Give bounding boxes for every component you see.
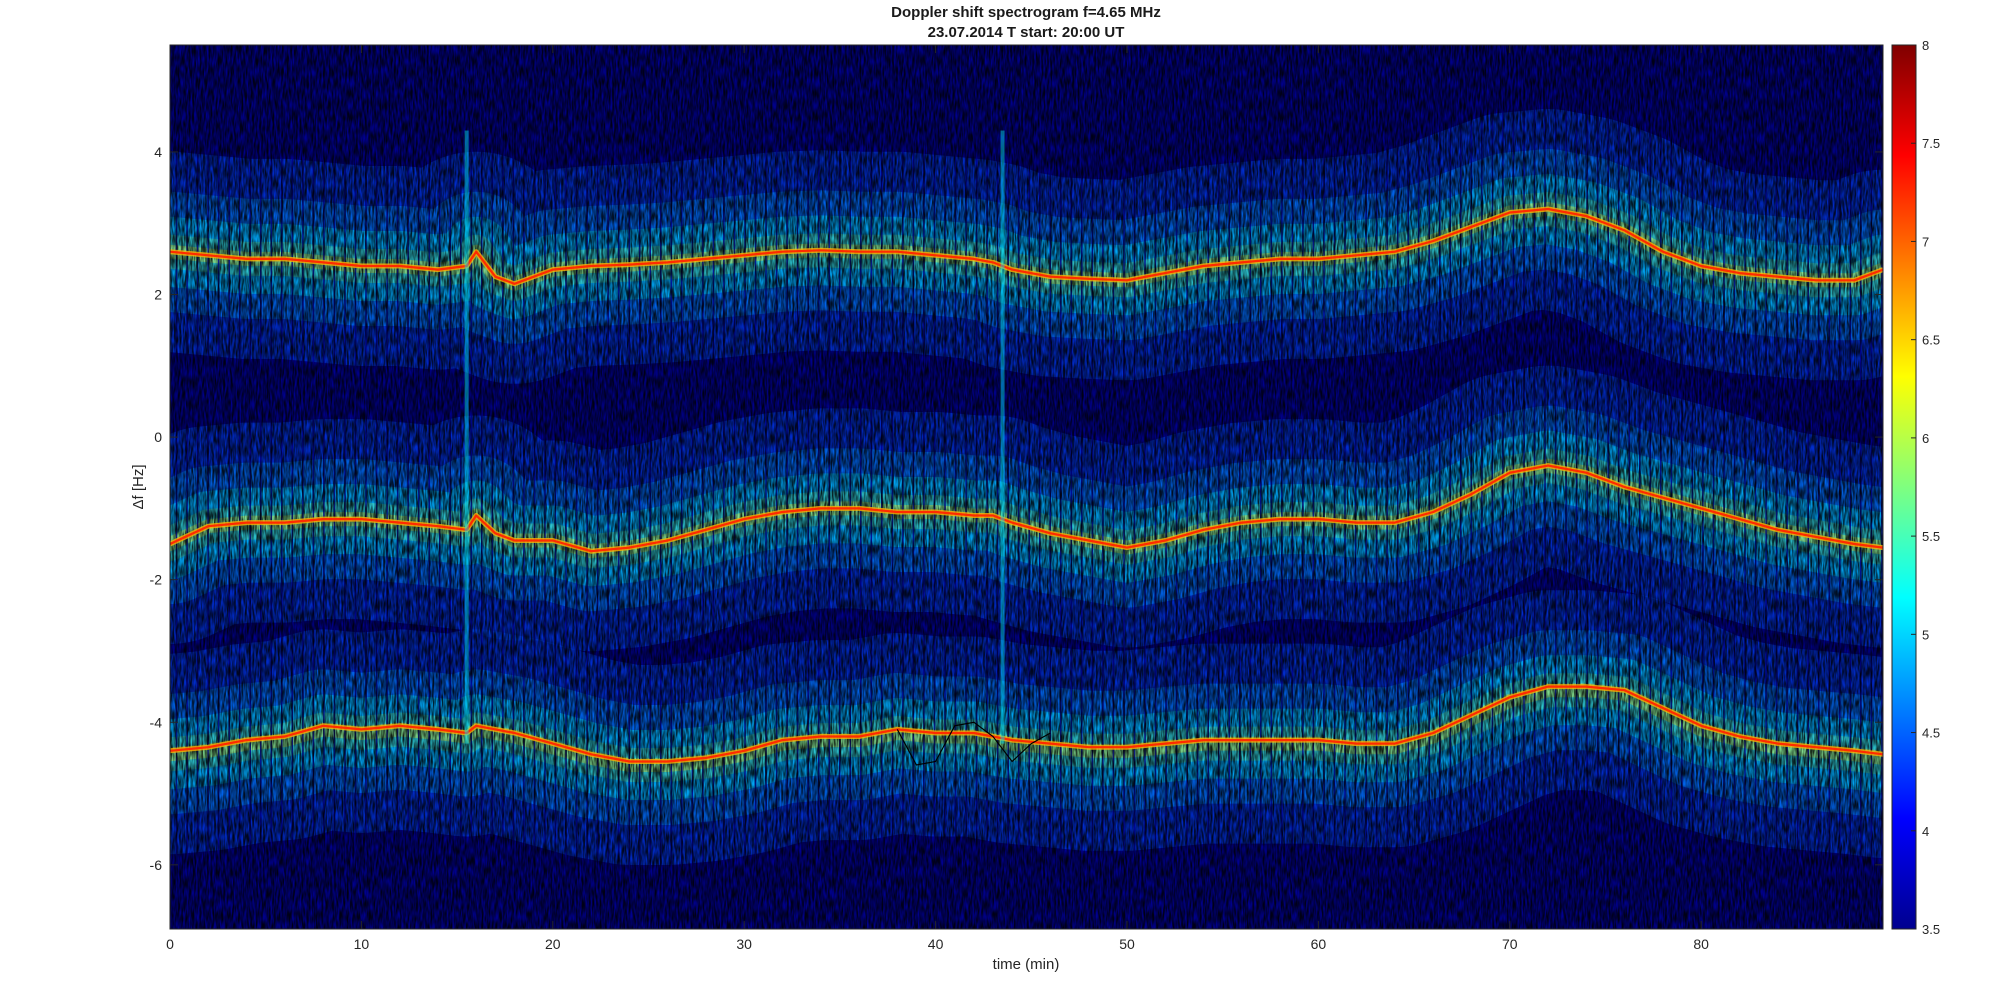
cb-tick-label-6.5: 6.5 [1922,333,1940,348]
x-tick-label-30: 30 [736,936,752,952]
chart-title: Doppler shift spectrogram f=4.65 MHz [891,4,1161,21]
x-tick-label-0: 0 [166,936,174,952]
spike-2 [1000,130,1005,744]
y-tick-label-4: 4 [154,144,162,160]
colorbar-gradient [1891,44,1917,930]
trace-line-2 [170,464,1883,553]
y-axis: 4 2 0 -2 -4 -6 [150,144,1883,873]
cb-tick-label-3.5: 3.5 [1922,922,1940,937]
interference-spikes [464,130,1005,744]
x-tick-label-20: 20 [545,936,561,952]
plot-frame [169,44,1884,930]
cb-tick-label-7.5: 7.5 [1922,136,1940,151]
cb-tick-label-4: 4 [1922,824,1929,839]
y-axis-label: Δf [Hz] [130,464,147,509]
cb-tick-label-5.5: 5.5 [1922,529,1940,544]
x-tick-label-50: 50 [1119,936,1135,952]
y-tick-label--4: -4 [150,714,163,730]
cb-tick-label-7: 7 [1922,234,1929,249]
spike-1 [464,130,469,744]
x-tick-label-80: 80 [1693,936,1709,952]
chart-subtitle: 23.07.2014 T start: 20:00 UT [928,24,1125,41]
x-axis: 0 10 20 30 40 50 60 70 80 [166,45,1709,952]
tracker-line [896,721,1051,766]
grain-overlay [170,45,1883,929]
plot-area [170,45,1883,929]
colorbar-ticks: 8 7.5 7 6.5 6 5.5 5 4.5 4 3.5 [1911,38,1940,937]
colorbar: 8 7.5 7 6.5 6 5.5 5 4.5 4 3.5 [1891,38,1940,937]
y-tick-label--2: -2 [150,572,163,588]
y-tick-label-0: 0 [154,429,162,445]
cb-tick-label-8: 8 [1922,38,1929,53]
y-tick-label-2: 2 [154,287,162,303]
x-tick-label-10: 10 [354,936,370,952]
y-tick-label--6: -6 [150,857,163,873]
cb-tick-label-5: 5 [1922,627,1929,642]
trace-line-1 [170,207,1883,285]
x-tick-label-40: 40 [928,936,944,952]
x-axis-label: time (min) [993,956,1060,973]
x-tick-label-70: 70 [1502,936,1518,952]
cb-tick-label-4.5: 4.5 [1922,726,1940,741]
x-tick-label-60: 60 [1311,936,1327,952]
cb-tick-label-6: 6 [1922,431,1929,446]
